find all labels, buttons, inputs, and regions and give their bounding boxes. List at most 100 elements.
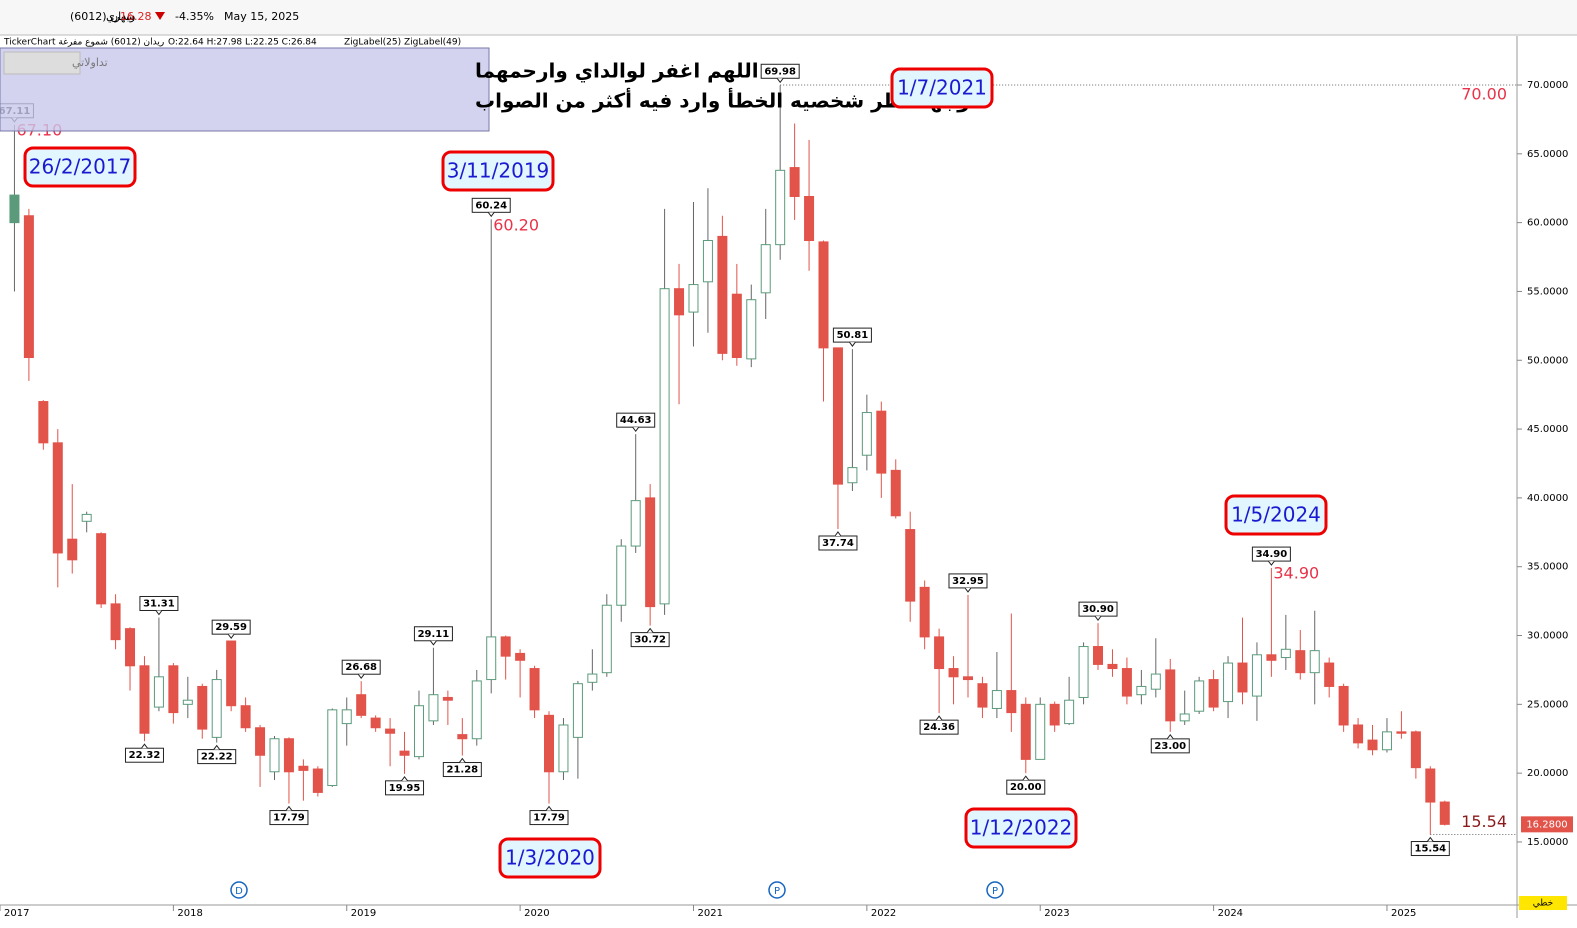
candle-body: [1251, 654, 1262, 697]
x-tick-label: 2025: [1391, 908, 1416, 919]
zig-label: 34.90: [1256, 549, 1288, 560]
candle-body: [1020, 703, 1031, 760]
candle-body: [1381, 731, 1392, 751]
zig-pointer: [1094, 615, 1102, 621]
candle-body: [760, 244, 771, 294]
zig-label: 19.95: [389, 783, 421, 794]
candle-body: [1223, 662, 1234, 703]
candle-body: [1425, 768, 1436, 803]
candle-body: [1107, 663, 1118, 670]
y-tick-label: 15.0000: [1527, 837, 1568, 848]
y-tick-label: 70.0000: [1527, 80, 1568, 91]
note-line: اللهم اغفر لوالداي وارحمهما: [475, 59, 759, 84]
candle-body: [1367, 739, 1378, 751]
candle-body: [1338, 685, 1349, 726]
candle-body: [1309, 650, 1320, 674]
change: -4.35%: [175, 10, 214, 23]
y-tick-label: 35.0000: [1527, 562, 1568, 573]
candle-body: [1266, 654, 1277, 661]
candle-body: [67, 538, 78, 561]
date-label: 1/12/2022: [970, 816, 1073, 840]
mode-badge[interactable]: [1519, 896, 1567, 910]
zig-label: 29.59: [215, 622, 247, 633]
candle-body: [298, 765, 309, 771]
x-tick-label: 2020: [524, 908, 549, 919]
candle-body: [515, 652, 526, 661]
mode[interactable]: خطي: [1533, 899, 1553, 909]
candle-body: [486, 636, 497, 681]
y-tick-label: 50.0000: [1527, 355, 1568, 366]
candle-body: [919, 586, 930, 638]
date-box: [1224, 494, 1328, 536]
zig-pointer: [430, 640, 437, 646]
zig-label: 21.28: [447, 765, 479, 776]
candle-body: [890, 469, 901, 517]
zig-pointer: [632, 426, 640, 432]
candle-body: [1280, 648, 1291, 659]
zig-label: 23.00: [1154, 741, 1186, 752]
candle-body: [168, 665, 179, 714]
zig-label: 31.31: [143, 598, 175, 609]
level-label: 60.20: [493, 215, 539, 234]
y-tick-label: 25.0000: [1527, 699, 1568, 710]
candle-body: [327, 709, 338, 787]
candle-body: [587, 673, 598, 683]
y-tick-label: 40.0000: [1527, 493, 1568, 504]
candle-body: [717, 235, 728, 354]
candle-body: [457, 734, 468, 740]
candle-body: [630, 500, 641, 547]
candle-body: [558, 724, 569, 773]
x-tick-label: 2019: [351, 908, 376, 919]
button-label[interactable]: تداولاتي: [72, 56, 108, 69]
candle-body: [211, 679, 222, 738]
candle-body: [1324, 662, 1335, 687]
candle-body: [226, 640, 237, 707]
candle-body: [283, 738, 294, 773]
candle-body: [847, 467, 858, 484]
candle-body: [442, 696, 453, 701]
candle-body: [471, 680, 482, 740]
note-box: [0, 47, 490, 132]
event-marker: [768, 881, 786, 899]
candle-body: [81, 513, 92, 522]
zig-label: 29.11: [418, 629, 450, 640]
candle-body: [428, 694, 439, 722]
button[interactable]: [3, 51, 81, 75]
symbol: ريدان (6012): [70, 10, 135, 23]
candle-body: [789, 167, 800, 197]
zig-label: 24.36: [923, 722, 955, 733]
candle-body: [500, 636, 511, 657]
candle-body: [182, 699, 193, 705]
candle-body: [399, 750, 410, 756]
candle-body: [616, 545, 627, 606]
candle-body: [197, 685, 208, 730]
date-box: [23, 146, 137, 188]
info-source: TickerChart ريدان (6012) شموع مفرغة: [3, 38, 164, 48]
zig-label: 15.54: [1414, 844, 1446, 855]
note-line: وجهة نظر شخصيه الخطأ وارد فيه أكثر من ال…: [475, 87, 970, 113]
candle-body: [1439, 801, 1450, 825]
level-label: 34.90: [1273, 564, 1319, 583]
candle-body: [110, 603, 121, 641]
candle-body: [1121, 668, 1132, 697]
header-bar: [0, 0, 1577, 35]
x-tick-label: 2022: [871, 908, 896, 919]
zig-label: 17.79: [533, 813, 565, 824]
candle-body: [818, 241, 829, 349]
candle-body: [1064, 699, 1075, 725]
zig-label: 69.98: [764, 66, 796, 77]
candle-body: [804, 195, 815, 242]
zig-pointer: [935, 715, 943, 721]
event-label: P: [774, 886, 780, 897]
candle-body: [601, 604, 612, 674]
date-label: 1/5/2024: [1231, 503, 1321, 527]
zig-pointer: [285, 805, 293, 811]
zig-pointer: [227, 633, 235, 639]
y-tick-label: 60.0000: [1527, 218, 1568, 229]
zig-label: 22.32: [129, 750, 161, 761]
candle-body: [1006, 690, 1017, 714]
date-box: [441, 150, 555, 192]
zig-pointer: [849, 341, 856, 347]
candle-body: [775, 169, 786, 246]
